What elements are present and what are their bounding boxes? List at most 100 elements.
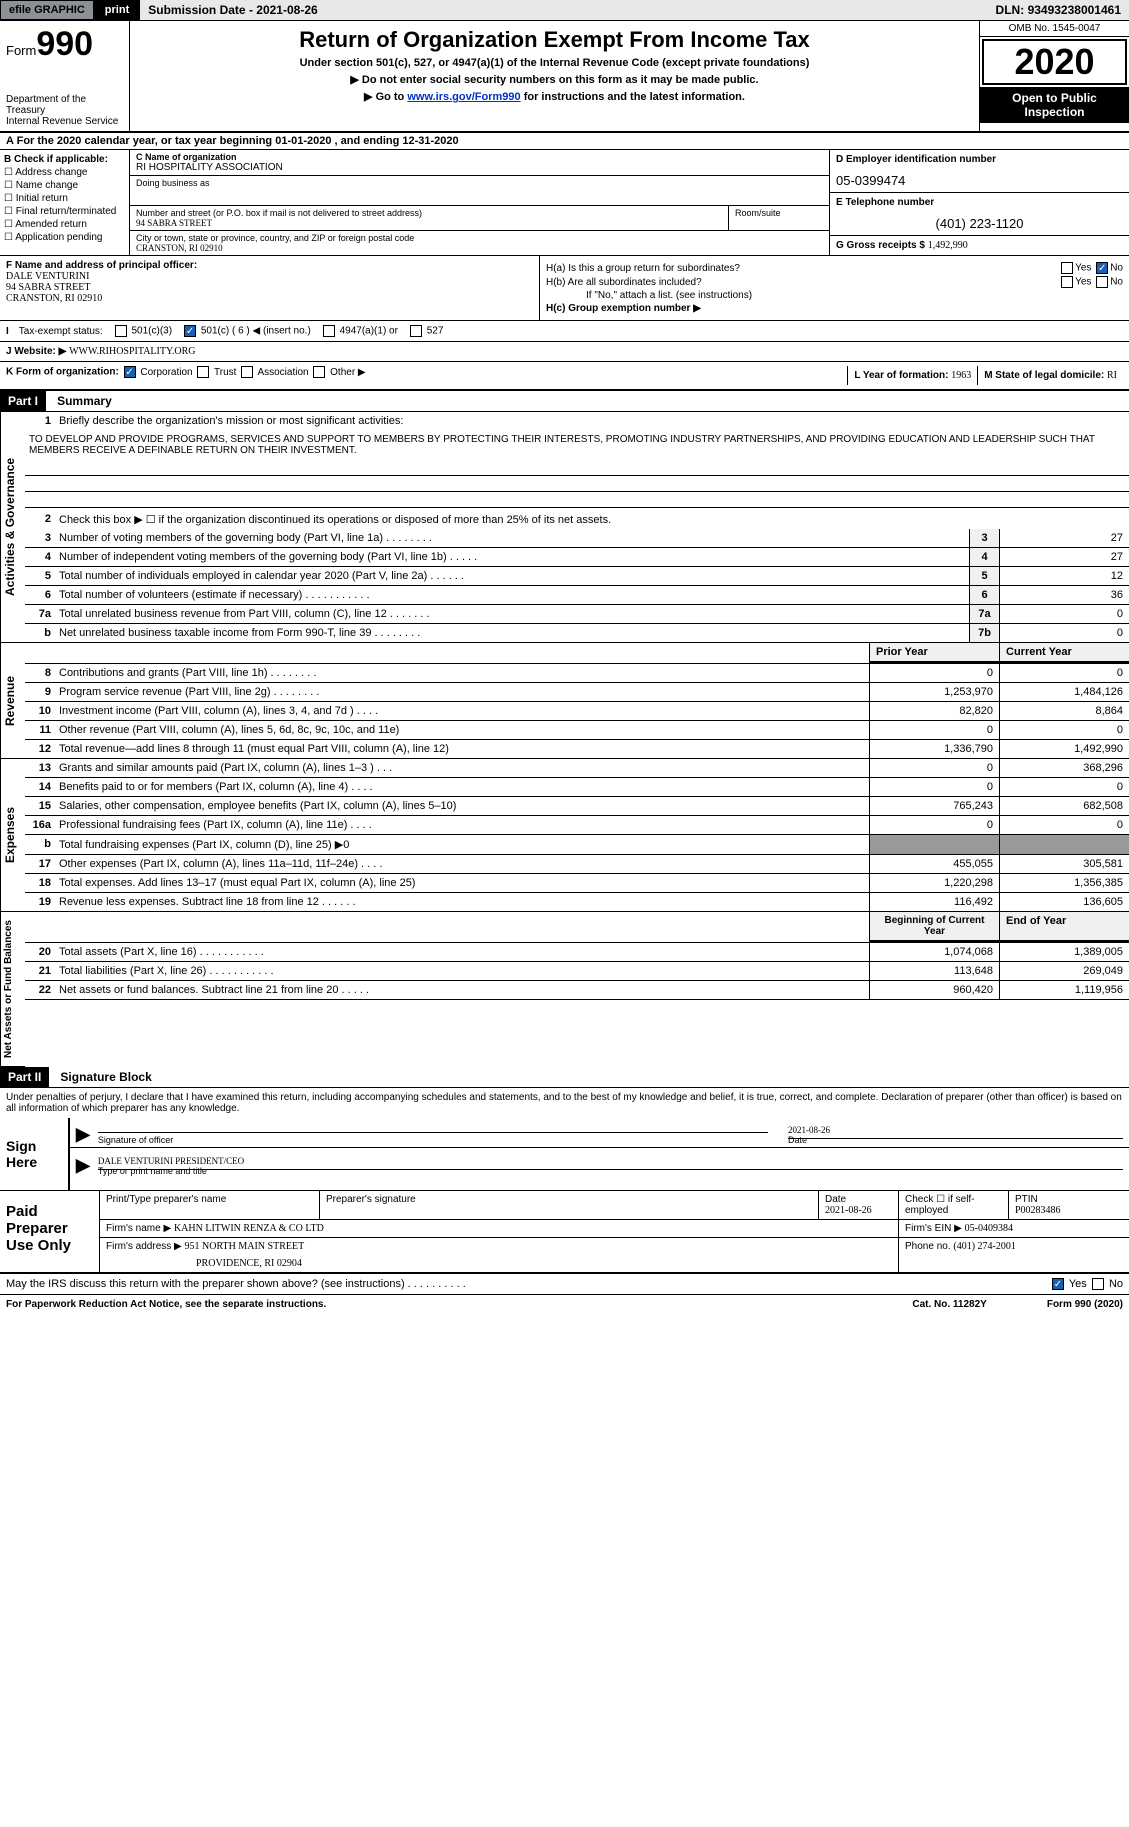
- check-501c[interactable]: ✓ 501(c) ( 6 ) ◀ (insert no.): [182, 325, 311, 337]
- line13: Grants and similar amounts paid (Part IX…: [55, 759, 869, 777]
- c12: 1,492,990: [999, 740, 1129, 758]
- firm-phone: Phone no. (401) 274-2001: [899, 1238, 1129, 1272]
- h-a: H(a) Is this a group return for subordin…: [546, 263, 740, 274]
- p11: 0: [869, 721, 999, 739]
- efile-button[interactable]: efile GRAPHIC: [0, 0, 94, 20]
- org-name-label: C Name of organization: [136, 152, 823, 162]
- line4: Number of independent voting members of …: [55, 548, 969, 566]
- check-corp[interactable]: ✓ Corporation: [122, 367, 193, 378]
- p20: 1,074,068: [869, 943, 999, 961]
- line10: Investment income (Part VIII, column (A)…: [55, 702, 869, 720]
- check-amended[interactable]: ☐ Amended return: [4, 219, 125, 230]
- prep-ptin: PTINP00283486: [1009, 1191, 1129, 1219]
- val4: 27: [999, 548, 1129, 566]
- check-final-return[interactable]: ☐ Final return/terminated: [4, 206, 125, 217]
- p12: 1,336,790: [869, 740, 999, 758]
- gross-label: G Gross receipts $: [836, 240, 925, 251]
- current-year-hdr: Current Year: [999, 643, 1129, 663]
- form-subtitle-1: Under section 501(c), 527, or 4947(a)(1)…: [136, 57, 973, 69]
- prep-sig-label: Preparer's signature: [320, 1191, 819, 1219]
- sig-name-title: DALE VENTURINI PRESIDENT/CEOType or prin…: [98, 1169, 1123, 1176]
- prep-name-label: Print/Type preparer's name: [100, 1191, 320, 1219]
- cat-no: Cat. No. 11282Y: [912, 1299, 986, 1310]
- val3: 27: [999, 529, 1129, 547]
- h-b: H(b) Are all subordinates included?: [546, 277, 702, 288]
- p18: 1,220,298: [869, 874, 999, 892]
- check-assoc[interactable]: Association: [239, 367, 308, 378]
- prep-self-employed[interactable]: Check ☐ if self-employed: [899, 1191, 1009, 1219]
- omb-number: OMB No. 1545-0047: [980, 21, 1129, 37]
- c17: 305,581: [999, 855, 1129, 873]
- c18: 1,356,385: [999, 874, 1129, 892]
- website-value: WWW.RIHOSPITALITY.ORG: [69, 346, 195, 357]
- gross-value: 1,492,990: [928, 240, 968, 251]
- sig-officer-field[interactable]: Signature of officer: [98, 1132, 768, 1145]
- dba-label: Doing business as: [130, 176, 829, 206]
- c16a: 0: [999, 816, 1129, 834]
- c13: 368,296: [999, 759, 1129, 777]
- irs-link[interactable]: www.irs.gov/Form990: [407, 91, 520, 103]
- line19: Revenue less expenses. Subtract line 18 …: [55, 893, 869, 911]
- firm-address: Firm's address ▶ 951 NORTH MAIN STREET P…: [100, 1238, 899, 1272]
- tel-value: (401) 223-1120: [836, 216, 1123, 231]
- line16a: Professional fundraising fees (Part IX, …: [55, 816, 869, 834]
- c14: 0: [999, 778, 1129, 796]
- p15: 765,243: [869, 797, 999, 815]
- form-title: Return of Organization Exempt From Incom…: [136, 27, 973, 53]
- firm-name: Firm's name ▶ KAHN LITWIN RENZA & CO LTD: [100, 1220, 899, 1237]
- check-trust[interactable]: Trust: [195, 367, 236, 378]
- sign-here-label: Sign Here: [0, 1118, 70, 1190]
- p14: 0: [869, 778, 999, 796]
- check-initial-return[interactable]: ☐ Initial return: [4, 193, 125, 204]
- street-label: Number and street (or P.O. box if mail i…: [136, 208, 722, 218]
- part2-title: Signature Block: [52, 1067, 159, 1087]
- officer-addr2: CRANSTON, RI 02910: [6, 293, 533, 304]
- tel-label: E Telephone number: [836, 197, 934, 208]
- line1-label: Briefly describe the organization's miss…: [55, 412, 1129, 430]
- prep-date: Date2021-08-26: [819, 1191, 899, 1219]
- p9: 1,253,970: [869, 683, 999, 701]
- line14: Benefits paid to or for members (Part IX…: [55, 778, 869, 796]
- check-address-change[interactable]: ☐ Address change: [4, 167, 125, 178]
- h-a-yesno[interactable]: Yes ✓No: [1059, 262, 1123, 274]
- val6: 36: [999, 586, 1129, 604]
- section-a: A For the 2020 calendar year, or tax yea…: [0, 133, 1129, 150]
- dln: DLN: 93493238001461: [988, 0, 1129, 20]
- check-527[interactable]: 527: [408, 325, 443, 337]
- line6: Total number of volunteers (estimate if …: [55, 586, 969, 604]
- h-b-yesno[interactable]: Yes No: [1059, 276, 1123, 288]
- city-value: CRANSTON, RI 02910: [136, 243, 823, 253]
- c9: 1,484,126: [999, 683, 1129, 701]
- c10: 8,864: [999, 702, 1129, 720]
- c21: 269,049: [999, 962, 1129, 980]
- check-application-pending[interactable]: ☐ Application pending: [4, 232, 125, 243]
- form-footer: Form 990 (2020): [1047, 1299, 1123, 1310]
- c11: 0: [999, 721, 1129, 739]
- check-501c3[interactable]: 501(c)(3): [113, 325, 172, 337]
- line16b: Total fundraising expenses (Part IX, col…: [55, 835, 869, 854]
- line7a: Total unrelated business revenue from Pa…: [55, 605, 969, 623]
- part2-tag: Part II: [0, 1067, 49, 1087]
- val7a: 0: [999, 605, 1129, 623]
- c19: 136,605: [999, 893, 1129, 911]
- line7b: Net unrelated business taxable income fr…: [55, 624, 969, 642]
- print-button[interactable]: print: [94, 0, 140, 20]
- check-other[interactable]: Other ▶: [311, 367, 365, 378]
- val7b: 0: [999, 624, 1129, 642]
- check-name-change[interactable]: ☐ Name change: [4, 180, 125, 191]
- section-b: B Check if applicable: ☐ Address change …: [0, 150, 130, 255]
- ein-value: 05-0399474: [836, 173, 1123, 188]
- end-year-hdr: End of Year: [999, 912, 1129, 942]
- part1-tag: Part I: [0, 391, 46, 411]
- p8: 0: [869, 664, 999, 682]
- line22: Net assets or fund balances. Subtract li…: [55, 981, 869, 999]
- line21: Total liabilities (Part X, line 26) . . …: [55, 962, 869, 980]
- perjury-text: Under penalties of perjury, I declare th…: [0, 1088, 1129, 1118]
- irs-discuss-yesno[interactable]: ✓ Yes No: [1050, 1278, 1123, 1290]
- check-4947[interactable]: 4947(a)(1) or: [321, 325, 398, 337]
- officer-name: DALE VENTURINI: [6, 271, 533, 282]
- form-number: Form990: [6, 25, 123, 64]
- p22: 960,420: [869, 981, 999, 999]
- irs-discuss-text: May the IRS discuss this return with the…: [6, 1278, 466, 1290]
- c20: 1,389,005: [999, 943, 1129, 961]
